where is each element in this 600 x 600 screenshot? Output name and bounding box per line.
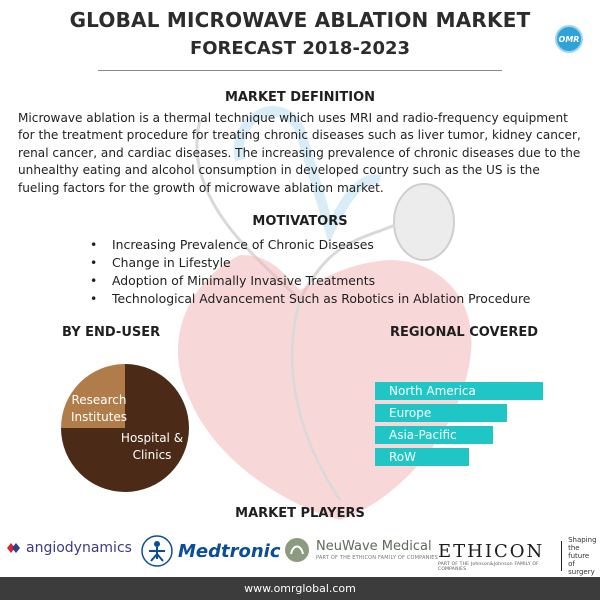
footer-url: www.omrglobal.com xyxy=(0,577,600,600)
pie-slice-research-institutes xyxy=(61,364,125,428)
title-line-2: FORECAST 2018-2023 xyxy=(189,38,411,59)
motivator-item: Increasing Prevalence of Chronic Disease… xyxy=(90,236,570,254)
ethicon-tagline-line: Shaping xyxy=(568,536,597,544)
motivators-heading: MOTIVATORS xyxy=(252,214,348,229)
omr-logo-text: OMR xyxy=(558,34,580,44)
ethicon-logo: ETHICON PART OF THE Johnson&Johnson FAMI… xyxy=(438,536,600,576)
end-user-heading: BY END-USER xyxy=(62,325,161,340)
neuwave-subtext: PART OF THE ETHICON FAMILY OF COMPANIES xyxy=(316,555,439,561)
medtronic-mark-icon xyxy=(141,535,173,567)
angiodynamics-text: angiodynamics xyxy=(26,540,132,556)
market-players-heading: MARKET PLAYERS xyxy=(235,506,365,521)
region-bar-europe: Europe xyxy=(375,404,507,422)
pie-label-line: Clinics xyxy=(132,448,172,462)
angiodynamics-logo: angiodynamics xyxy=(5,540,132,556)
angiodynamics-mark-icon xyxy=(7,543,20,553)
pie-slice-hospital-clinics xyxy=(61,364,189,492)
neuwave-medical-logo: NeuWave Medical PART OF THE ETHICON FAMI… xyxy=(283,536,438,564)
motivator-item: Change in Lifestyle xyxy=(90,254,570,272)
ethicon-text: ETHICON xyxy=(438,540,545,562)
medtronic-text: Medtronic xyxy=(178,540,281,562)
ethicon-subtext: PART OF THE Johnson&Johnson FAMILY OF CO… xyxy=(438,561,539,572)
ethicon-tagline-line: of surgery xyxy=(568,560,595,576)
pie-label-hospital-clinics: Hospital & Clinics xyxy=(112,430,192,464)
motivators-list: Increasing Prevalence of Chronic Disease… xyxy=(90,236,570,308)
pie-label-research-institutes: Research Institutes xyxy=(64,392,134,426)
pie-label-line: Research xyxy=(71,393,127,407)
pie-label-line: Institutes xyxy=(70,410,128,424)
title-line-1: GLOBAL MICROWAVE ABLATION MARKET xyxy=(69,8,531,32)
neuwave-text: NeuWave Medical xyxy=(316,539,432,554)
motivator-item: Technological Advancement Such as Roboti… xyxy=(90,290,570,308)
region-bar-north-america: North America xyxy=(375,382,543,400)
region-bar-asia-pacific: Asia-Pacific xyxy=(375,426,493,444)
regional-heading: REGIONAL COVERED xyxy=(390,325,539,340)
ethicon-divider xyxy=(561,541,563,571)
title-divider xyxy=(98,70,502,71)
neuwave-mark-icon xyxy=(285,538,309,562)
pie-label-line: Hospital & xyxy=(120,431,184,445)
market-players-row: angiodynamics Medtronic NeuWave Medical … xyxy=(0,530,600,576)
end-user-pie-chart xyxy=(61,364,189,492)
ethicon-tagline: Shaping the future of surgery xyxy=(568,536,600,576)
ethicon-tagline-line: the future xyxy=(568,544,590,560)
medtronic-logo: Medtronic xyxy=(140,534,281,568)
market-definition-heading: MARKET DEFINITION xyxy=(224,90,376,105)
motivator-item: Adoption of Minimally Invasive Treatment… xyxy=(90,272,570,290)
omr-logo: OMR xyxy=(555,25,583,53)
market-definition-text: Microwave ablation is a thermal techniqu… xyxy=(18,111,581,195)
region-bar-row: RoW xyxy=(375,448,469,466)
